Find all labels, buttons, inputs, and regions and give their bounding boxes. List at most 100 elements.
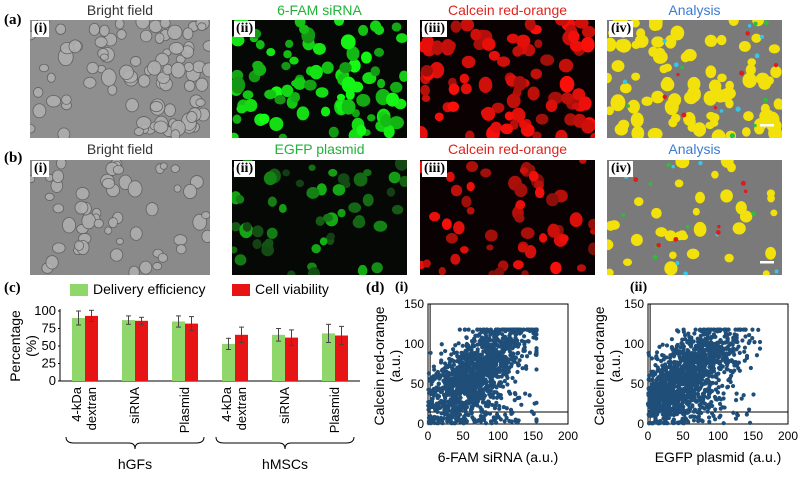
data-point: [524, 354, 530, 359]
classified-cell-marker: [743, 189, 748, 194]
data-point: [665, 394, 670, 399]
data-point: [499, 355, 504, 360]
cell: [535, 113, 549, 125]
cell: [269, 116, 284, 132]
cell: [328, 126, 339, 138]
cell: [367, 114, 376, 122]
data-point: [439, 411, 444, 416]
data-point: [721, 391, 726, 396]
cell: [296, 106, 310, 121]
data-point: [506, 327, 512, 332]
data-point: [448, 419, 453, 424]
cell: [669, 251, 677, 259]
cell: [588, 218, 595, 230]
data-point: [657, 407, 662, 413]
y-tick-label: 150: [404, 297, 424, 311]
data-point: [429, 403, 434, 409]
data-point: [515, 369, 520, 375]
cell: [590, 132, 595, 138]
data-point: [690, 391, 695, 396]
data-point: [662, 404, 667, 409]
cell: [315, 87, 329, 98]
cell: [153, 120, 169, 134]
title-a-6fam: 6-FAM siRNA: [277, 2, 362, 18]
data-point: [691, 418, 697, 423]
data-point: [696, 388, 701, 393]
cell: [546, 193, 559, 207]
cell: [186, 111, 198, 123]
cell: [762, 270, 770, 275]
data-point: [472, 376, 477, 381]
classified-cell-marker: [656, 242, 661, 248]
cell: [285, 39, 294, 48]
data-point: [683, 351, 688, 356]
data-point: [483, 342, 488, 347]
data-point: [456, 341, 461, 346]
data-point: [659, 397, 664, 402]
cell: [183, 183, 198, 200]
data-point: [678, 357, 684, 363]
cell: [56, 160, 67, 170]
cell: [559, 234, 569, 243]
x-tick-label: 100: [488, 429, 508, 443]
data-point: [462, 327, 468, 332]
data-point: [668, 353, 673, 358]
data-point: [480, 400, 486, 405]
cell: [244, 98, 258, 113]
cell: [337, 208, 346, 218]
data-point: [713, 387, 718, 392]
cell: [711, 170, 719, 179]
cell: [766, 119, 782, 133]
data-point: [462, 414, 467, 419]
data-point: [462, 404, 467, 409]
data-point: [713, 407, 718, 412]
data-point: [680, 398, 685, 403]
cell: [290, 91, 301, 103]
data-point: [751, 392, 756, 397]
data-point: [716, 371, 721, 376]
cell: [264, 238, 274, 248]
data-point: [693, 377, 699, 382]
data-point: [478, 341, 483, 346]
cell: [348, 202, 362, 213]
y-tick-label: 150: [624, 297, 644, 311]
cell: [320, 106, 331, 117]
data-point: [442, 393, 447, 398]
data-point: [427, 378, 432, 383]
cell: [326, 232, 335, 240]
data-point: [722, 405, 727, 410]
legend-swatch-green: [70, 284, 88, 297]
cell: [574, 20, 589, 29]
legend-viability: Cell viability: [232, 281, 329, 297]
cell: [170, 61, 186, 79]
data-point: [688, 352, 693, 357]
cell: [304, 79, 317, 91]
data-point: [494, 385, 499, 390]
data-point: [472, 387, 477, 392]
data-point: [696, 379, 702, 384]
cell: [75, 187, 90, 201]
cell: [539, 233, 548, 243]
data-point: [439, 373, 445, 378]
cell: [420, 84, 430, 97]
data-point: [707, 327, 712, 332]
data-point: [483, 363, 488, 369]
cell: [504, 111, 515, 121]
data-point: [660, 376, 665, 381]
data-point: [522, 342, 527, 347]
data-point: [527, 350, 533, 355]
cell: [373, 47, 385, 57]
data-point: [448, 364, 453, 369]
data-point: [711, 345, 716, 350]
cell: [101, 68, 117, 87]
data-point: [655, 368, 660, 373]
data-point: [701, 338, 706, 344]
cell: [380, 114, 392, 128]
bright-field-micrograph: [30, 160, 210, 275]
data-point: [451, 347, 456, 352]
data-point: [653, 402, 658, 407]
cell: [232, 76, 246, 94]
cell: [263, 171, 277, 186]
data-point: [656, 400, 662, 405]
